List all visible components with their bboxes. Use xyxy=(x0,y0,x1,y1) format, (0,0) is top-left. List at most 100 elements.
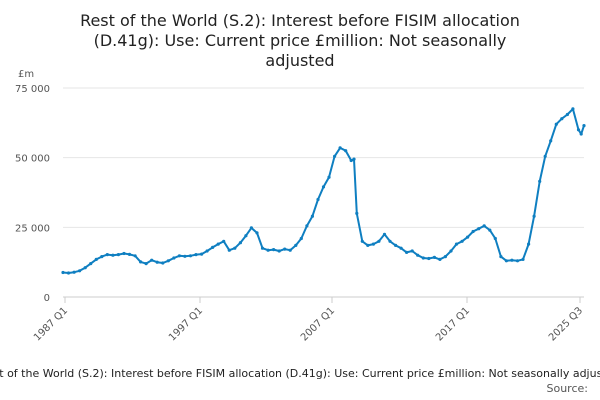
data-point[interactable] xyxy=(515,259,520,263)
data-point[interactable] xyxy=(66,271,71,275)
data-point[interactable] xyxy=(83,266,87,270)
data-point[interactable] xyxy=(371,242,375,246)
data-point[interactable] xyxy=(316,197,320,202)
data-point[interactable] xyxy=(139,260,143,264)
data-point[interactable] xyxy=(582,124,586,128)
data-point[interactable] xyxy=(249,226,253,230)
data-point[interactable] xyxy=(510,258,514,262)
data-point[interactable] xyxy=(127,252,132,256)
data-point[interactable] xyxy=(188,254,193,258)
data-point[interactable] xyxy=(410,249,414,253)
data-point[interactable] xyxy=(194,253,198,257)
data-point[interactable] xyxy=(333,154,337,158)
data-point[interactable] xyxy=(327,175,331,179)
data-point[interactable] xyxy=(161,261,165,265)
data-point[interactable] xyxy=(554,122,558,126)
y-axis-unit: £m xyxy=(18,69,34,80)
data-point[interactable] xyxy=(427,256,431,261)
data-point[interactable] xyxy=(166,259,170,263)
data-point[interactable] xyxy=(94,257,98,261)
data-point[interactable] xyxy=(227,248,231,252)
data-point[interactable] xyxy=(549,139,553,143)
data-point[interactable] xyxy=(172,256,176,260)
data-point[interactable] xyxy=(405,250,409,254)
data-point[interactable] xyxy=(260,246,265,250)
data-point[interactable] xyxy=(443,255,447,259)
data-point[interactable] xyxy=(538,179,542,183)
data-point[interactable] xyxy=(454,242,459,246)
data-point[interactable] xyxy=(321,185,326,189)
data-point[interactable] xyxy=(133,254,137,258)
data-point[interactable] xyxy=(560,117,564,121)
data-point[interactable] xyxy=(344,149,348,153)
data-point[interactable] xyxy=(493,236,497,241)
data-point[interactable] xyxy=(432,255,436,259)
data-point[interactable] xyxy=(388,239,392,243)
data-point[interactable] xyxy=(366,243,370,247)
data-point[interactable] xyxy=(105,253,109,257)
data-point[interactable] xyxy=(377,239,381,243)
data-point[interactable] xyxy=(565,112,570,117)
data-point[interactable] xyxy=(122,251,126,256)
data-point[interactable] xyxy=(421,256,425,260)
data-point[interactable] xyxy=(222,239,226,243)
data-point[interactable] xyxy=(150,258,154,262)
data-point[interactable] xyxy=(177,254,181,258)
data-point[interactable] xyxy=(338,146,342,150)
data-point[interactable] xyxy=(216,242,220,246)
data-point[interactable] xyxy=(471,229,475,234)
data-point[interactable] xyxy=(571,107,575,111)
data-point[interactable] xyxy=(504,259,508,263)
data-point[interactable] xyxy=(205,249,209,253)
data-point[interactable] xyxy=(349,158,353,163)
data-point[interactable] xyxy=(255,231,259,235)
data-point[interactable] xyxy=(61,270,65,275)
data-point[interactable] xyxy=(527,242,531,246)
data-point[interactable] xyxy=(382,232,387,236)
data-point[interactable] xyxy=(438,257,442,261)
data-point[interactable] xyxy=(532,214,536,218)
data-point[interactable] xyxy=(211,245,215,249)
series-line[interactable] xyxy=(62,107,585,274)
data-point[interactable] xyxy=(277,249,281,253)
data-point[interactable] xyxy=(310,214,314,218)
data-point[interactable] xyxy=(233,246,237,250)
data-point[interactable] xyxy=(89,262,93,266)
data-point[interactable] xyxy=(116,253,120,257)
data-point[interactable] xyxy=(477,227,481,231)
data-point[interactable] xyxy=(155,260,159,264)
data-point[interactable] xyxy=(272,248,276,252)
data-point[interactable] xyxy=(305,224,309,228)
data-point[interactable] xyxy=(579,132,583,136)
data-point[interactable] xyxy=(111,253,115,257)
data-point[interactable] xyxy=(183,254,187,258)
data-point[interactable] xyxy=(416,253,420,257)
data-point[interactable] xyxy=(488,228,492,232)
data-point[interactable] xyxy=(460,239,464,243)
data-point[interactable] xyxy=(238,241,242,245)
x-tick-labels: 1987 Q1 1997 Q1 2007 Q1 2017 Q1 2025 Q3 xyxy=(32,297,585,343)
data-point[interactable] xyxy=(482,224,486,228)
data-point[interactable] xyxy=(288,248,292,252)
data-point[interactable] xyxy=(100,255,104,259)
data-point[interactable] xyxy=(543,154,547,158)
data-point[interactable] xyxy=(355,211,359,215)
data-point[interactable] xyxy=(299,236,303,241)
data-point[interactable] xyxy=(294,243,298,247)
data-point[interactable] xyxy=(72,270,76,274)
data-point[interactable] xyxy=(499,255,503,259)
data-point[interactable] xyxy=(399,246,403,250)
data-point[interactable] xyxy=(449,249,453,253)
data-point[interactable] xyxy=(521,257,525,261)
data-point[interactable] xyxy=(576,128,581,132)
data-point[interactable] xyxy=(244,234,248,238)
data-point[interactable] xyxy=(466,235,470,239)
data-point[interactable] xyxy=(266,248,270,252)
data-point[interactable] xyxy=(283,247,287,251)
data-point[interactable] xyxy=(360,239,364,243)
data-point[interactable] xyxy=(200,252,204,256)
data-point[interactable] xyxy=(144,262,148,266)
data-point[interactable] xyxy=(352,157,356,161)
data-point[interactable] xyxy=(394,243,398,247)
data-point[interactable] xyxy=(78,269,82,273)
